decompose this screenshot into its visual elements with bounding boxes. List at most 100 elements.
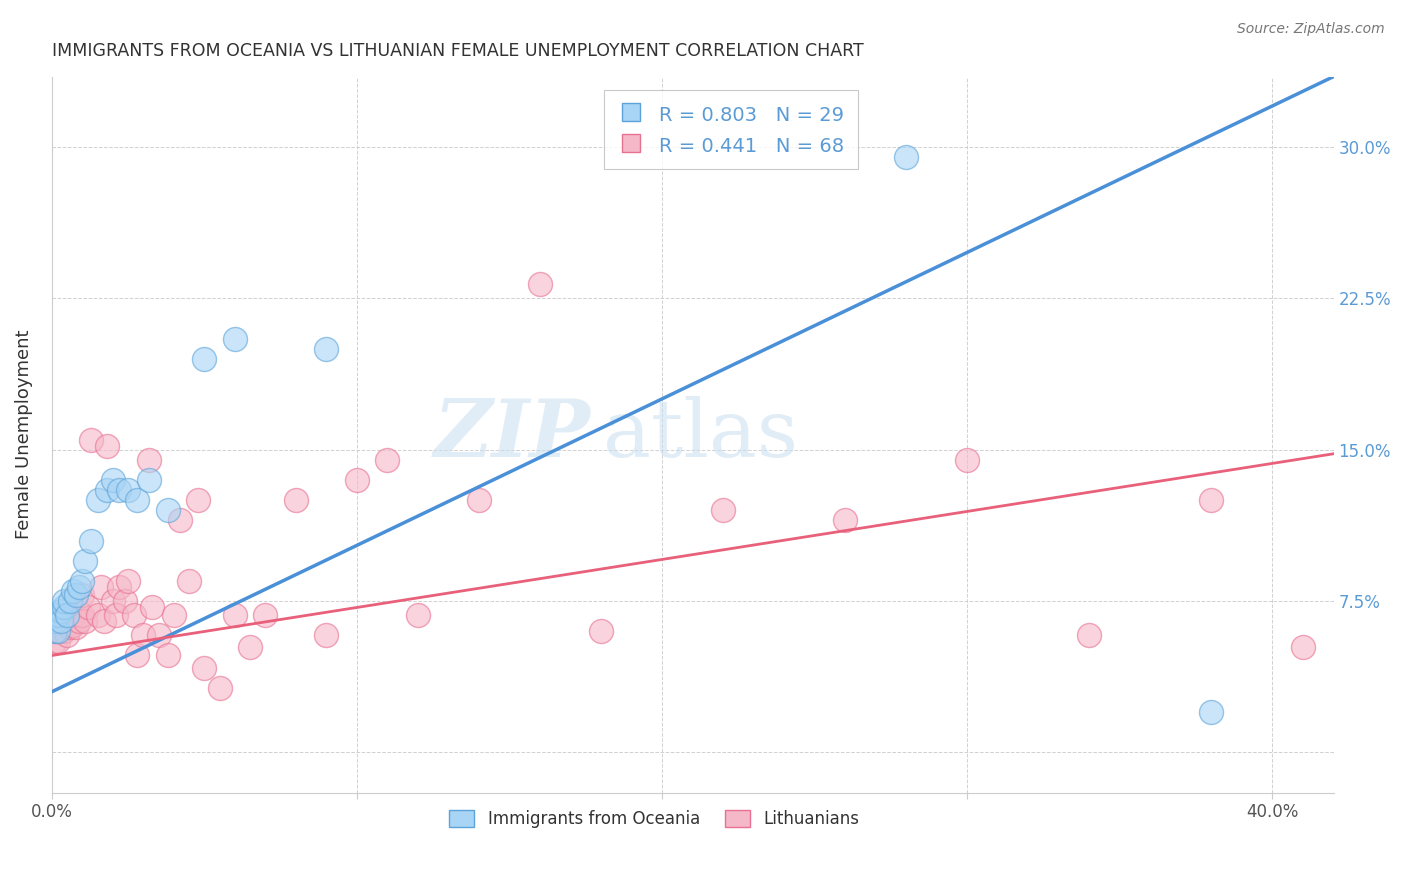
Point (284, 493, 307, 508)
Point (377, 453, 399, 467)
Point (56, 628, 79, 642)
Point (59, 594, 82, 608)
Point (86, 608, 108, 623)
Point (49, 614, 72, 628)
Point (49, 614, 72, 628)
Point (59, 620, 82, 634)
Point (46, 634, 69, 648)
Point (49, 624, 72, 639)
Point (65, 588, 87, 602)
Point (163, 608, 186, 623)
Point (169, 513, 191, 527)
Y-axis label: Female Unemployment: Female Unemployment (15, 330, 32, 540)
Point (896, 150, 918, 164)
Point (56, 608, 79, 623)
Point (156, 648, 179, 663)
Point (46, 608, 69, 623)
Point (49, 608, 72, 623)
Text: ZIP: ZIP (433, 396, 591, 474)
Point (80, 433, 103, 447)
Point (75, 554, 97, 568)
Point (406, 608, 429, 623)
Point (52, 594, 75, 608)
Point (193, 660, 215, 674)
Point (90, 580, 112, 594)
Point (254, 608, 277, 623)
Point (44, 624, 66, 639)
Point (44, 614, 66, 628)
Point (114, 594, 136, 608)
Point (44, 634, 66, 648)
Point (80, 533, 103, 548)
Point (96, 439, 118, 453)
Point (591, 624, 613, 639)
Point (138, 453, 160, 467)
Point (46, 624, 69, 639)
Point (1078, 628, 1101, 642)
Point (224, 608, 246, 623)
Point (56, 608, 79, 623)
Point (177, 574, 200, 588)
Point (44, 614, 66, 628)
Point (52, 624, 75, 639)
Point (208, 681, 231, 695)
Point (187, 493, 209, 508)
Point (52, 614, 75, 628)
Point (1201, 493, 1223, 508)
Point (138, 473, 160, 487)
Point (72, 574, 94, 588)
Point (108, 580, 131, 594)
Point (156, 503, 179, 517)
Point (62, 618, 84, 632)
Point (46, 608, 69, 623)
Point (956, 453, 979, 467)
Legend: Immigrants from Oceania, Lithuanians: Immigrants from Oceania, Lithuanians (443, 803, 866, 834)
Point (1292, 640, 1315, 655)
Point (62, 608, 84, 623)
Point (75, 614, 97, 628)
Point (67, 614, 90, 628)
Point (127, 648, 149, 663)
Point (834, 513, 856, 527)
Point (108, 483, 131, 497)
Point (315, 628, 337, 642)
Point (148, 628, 170, 642)
Point (46, 614, 69, 628)
Point (122, 608, 145, 623)
Point (72, 588, 94, 602)
Point (529, 277, 551, 292)
Point (46, 624, 69, 639)
Point (96, 483, 118, 497)
Point (117, 483, 139, 497)
Point (93, 614, 115, 628)
Point (127, 493, 149, 508)
Point (67, 580, 90, 594)
Text: atlas: atlas (603, 396, 799, 474)
Point (141, 600, 163, 615)
Point (86, 493, 108, 508)
Point (104, 608, 127, 623)
Point (44, 624, 66, 639)
Point (49, 604, 72, 618)
Point (117, 574, 139, 588)
Point (52, 600, 75, 615)
Point (65, 620, 87, 634)
Point (59, 608, 82, 623)
Point (62, 583, 84, 598)
Point (132, 628, 155, 642)
Point (101, 594, 124, 608)
Point (193, 351, 215, 366)
Point (239, 640, 262, 655)
Point (468, 493, 491, 508)
Point (315, 342, 337, 356)
Point (77, 600, 100, 615)
Point (711, 503, 734, 517)
Point (224, 332, 246, 346)
Point (72, 608, 94, 623)
Point (56, 618, 79, 632)
Point (44, 608, 66, 623)
Point (65, 600, 87, 615)
Text: Source: ZipAtlas.com: Source: ZipAtlas.com (1237, 22, 1385, 37)
Point (101, 473, 124, 487)
Point (1201, 705, 1223, 719)
